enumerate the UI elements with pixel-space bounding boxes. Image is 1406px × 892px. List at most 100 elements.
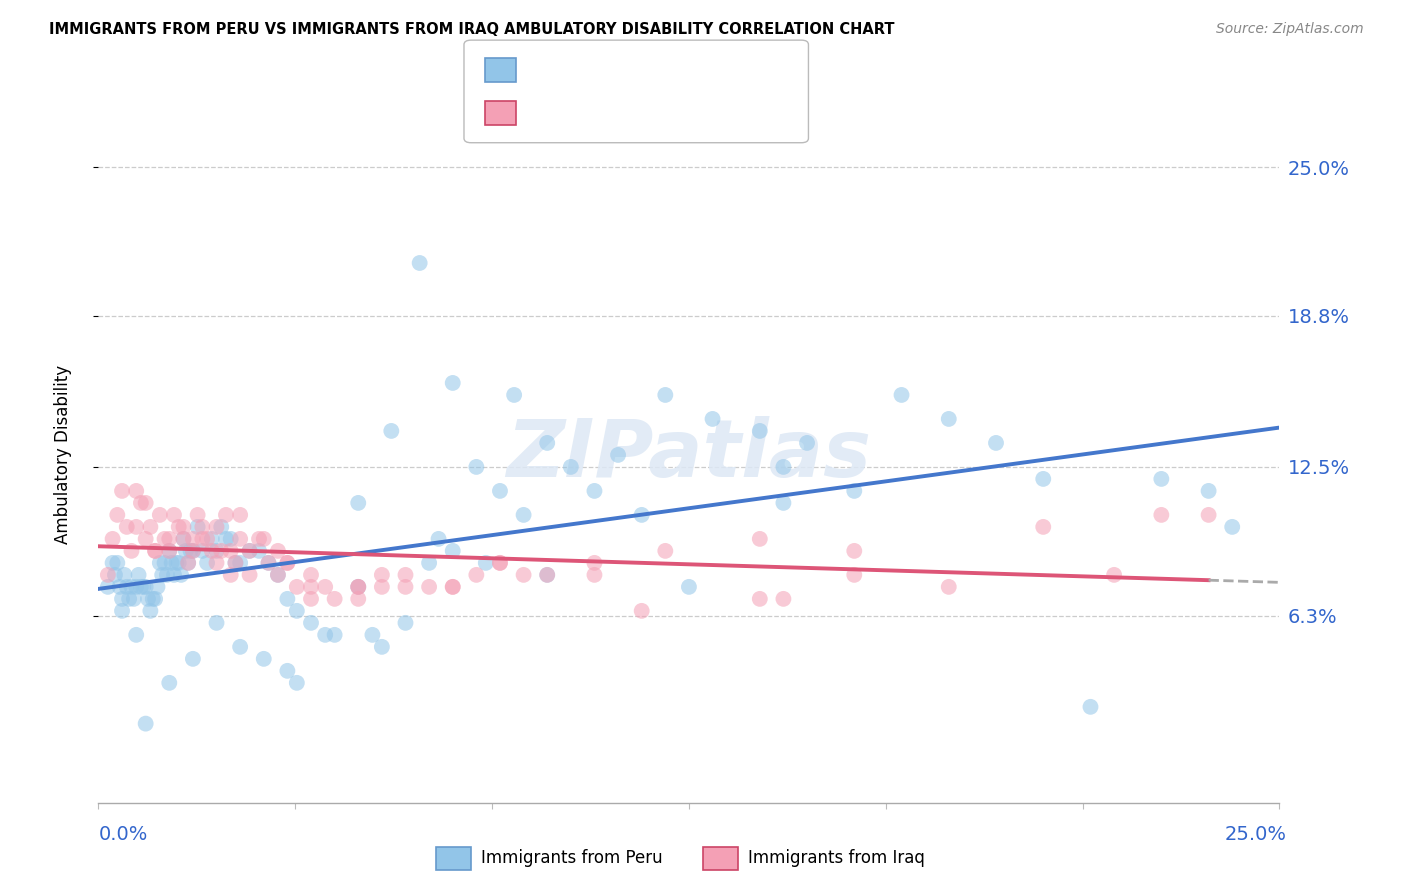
Point — [229, 556, 252, 570]
Point — [323, 628, 346, 642]
Point — [118, 591, 141, 606]
Point — [111, 604, 134, 618]
Point — [125, 483, 148, 498]
Point — [181, 532, 204, 546]
Text: ZIPatlas: ZIPatlas — [506, 416, 872, 494]
Point — [489, 556, 512, 570]
Point — [205, 615, 228, 630]
Point — [129, 580, 152, 594]
Point — [167, 556, 190, 570]
Point — [560, 459, 582, 474]
Point — [101, 556, 124, 570]
Point — [105, 556, 128, 570]
Point — [239, 544, 262, 558]
Point — [115, 520, 138, 534]
Point — [224, 556, 246, 570]
Point — [191, 520, 214, 534]
Point — [285, 580, 308, 594]
Point — [748, 532, 770, 546]
Point — [441, 580, 464, 594]
Text: Immigrants from Peru: Immigrants from Peru — [481, 849, 662, 867]
Point — [172, 520, 194, 534]
Point — [536, 436, 558, 450]
Text: 102: 102 — [645, 61, 681, 78]
Point — [844, 483, 866, 498]
Point — [170, 567, 193, 582]
Point — [285, 676, 308, 690]
Point — [394, 580, 416, 594]
Point — [121, 544, 143, 558]
Point — [323, 591, 346, 606]
Point — [128, 567, 150, 582]
Point — [678, 580, 700, 594]
Point — [219, 544, 242, 558]
Point — [654, 544, 676, 558]
Point — [215, 532, 238, 546]
Point — [224, 556, 246, 570]
Point — [201, 544, 224, 558]
Point — [441, 376, 464, 390]
Point — [441, 580, 464, 594]
Point — [172, 532, 194, 546]
Point — [299, 567, 322, 582]
Point — [441, 544, 464, 558]
Text: N =: N = — [616, 61, 652, 78]
Point — [267, 567, 290, 582]
Point — [143, 544, 166, 558]
Point — [285, 604, 308, 618]
Text: Source: ZipAtlas.com: Source: ZipAtlas.com — [1216, 22, 1364, 37]
Point — [165, 556, 187, 570]
Point — [125, 628, 148, 642]
Point — [122, 591, 145, 606]
Point — [172, 532, 194, 546]
Point — [187, 520, 209, 534]
Point — [181, 544, 204, 558]
Point — [181, 652, 204, 666]
Point — [157, 544, 180, 558]
Point — [219, 567, 242, 582]
Point — [163, 508, 186, 522]
Point — [177, 556, 200, 570]
Point — [314, 580, 336, 594]
Point — [772, 459, 794, 474]
Point — [418, 580, 440, 594]
Point — [129, 496, 152, 510]
Point — [276, 591, 298, 606]
Point — [253, 652, 276, 666]
Text: 83: 83 — [648, 103, 671, 121]
Point — [276, 556, 298, 570]
Point — [796, 436, 818, 450]
Point — [371, 580, 394, 594]
Point — [201, 532, 224, 546]
Point — [121, 580, 143, 594]
Point — [257, 556, 280, 570]
Point — [195, 556, 218, 570]
Point — [394, 615, 416, 630]
Point — [475, 556, 498, 570]
Point — [1102, 567, 1125, 582]
Text: N =: N = — [616, 103, 658, 121]
Point — [181, 544, 204, 558]
Point — [191, 532, 214, 546]
Point — [132, 580, 155, 594]
Text: R =: R = — [524, 103, 561, 121]
Point — [844, 544, 866, 558]
Point — [97, 580, 120, 594]
Point — [177, 556, 200, 570]
Point — [938, 580, 960, 594]
Point — [229, 508, 252, 522]
Point — [153, 532, 176, 546]
Point — [607, 448, 630, 462]
Point — [772, 496, 794, 510]
Point — [489, 483, 512, 498]
Point — [630, 604, 652, 618]
Point — [408, 256, 430, 270]
Text: IMMIGRANTS FROM PERU VS IMMIGRANTS FROM IRAQ AMBULATORY DISABILITY CORRELATION C: IMMIGRANTS FROM PERU VS IMMIGRANTS FROM … — [49, 22, 894, 37]
Point — [247, 532, 270, 546]
Point — [347, 496, 370, 510]
Point — [583, 556, 606, 570]
Point — [748, 424, 770, 438]
Point — [371, 567, 394, 582]
Point — [1032, 472, 1054, 486]
Point — [160, 556, 183, 570]
